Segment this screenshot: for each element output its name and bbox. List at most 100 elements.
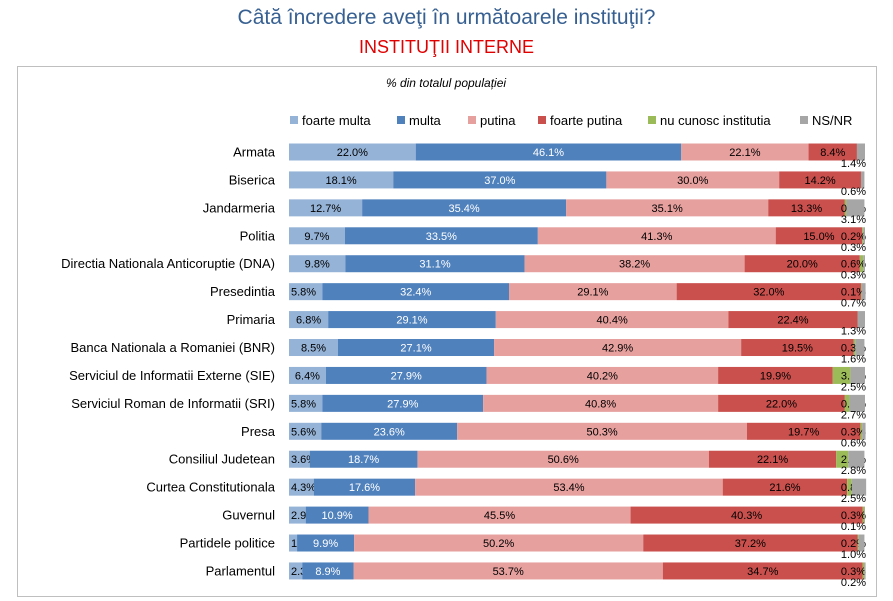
- bar-segment: [524, 255, 745, 273]
- bar-segment: [728, 311, 858, 329]
- data-label: 8.5%: [301, 343, 326, 355]
- data-label: 5.6%: [291, 426, 316, 438]
- data-label: 50.2%: [483, 538, 514, 550]
- bar-segment: [863, 227, 865, 245]
- chart-subtitle: INSTITUŢII INTERNE: [359, 37, 534, 57]
- category-label: Primaria: [227, 312, 276, 327]
- data-label: 0.1%: [841, 287, 866, 299]
- bar-segment: [864, 562, 866, 580]
- bar-segment: [289, 478, 314, 496]
- data-label: 40.4%: [597, 315, 628, 327]
- data-label: 37.2%: [735, 538, 766, 550]
- bar-segment: [775, 227, 863, 245]
- data-label: 17.6%: [349, 482, 380, 494]
- bar-segment: [844, 394, 850, 412]
- category-label: Parlamentul: [206, 563, 275, 578]
- data-label: 23.6%: [374, 426, 405, 438]
- bar-segment: [862, 227, 864, 245]
- category-label: Jandarmeria: [203, 200, 276, 215]
- bar-segment: [855, 339, 865, 357]
- data-label: 0.3%: [841, 566, 866, 578]
- data-label: 14.2%: [804, 175, 835, 187]
- data-label: 10.9%: [321, 510, 352, 522]
- data-label: 42.9%: [602, 343, 633, 355]
- data-label: 0.2%: [841, 231, 866, 243]
- data-label: 22.1%: [757, 454, 788, 466]
- data-label: 2.8%: [841, 465, 866, 477]
- data-label: 0.6%: [841, 437, 866, 449]
- bar-segment: [345, 255, 525, 273]
- data-label: 32.0%: [753, 287, 784, 299]
- category-label: Presa: [241, 424, 276, 439]
- bar-segment: [495, 311, 729, 329]
- bar-segment: [344, 227, 538, 245]
- data-label: 45.5%: [484, 510, 515, 522]
- bar-segment: [289, 199, 363, 217]
- data-label: 40.3%: [731, 510, 762, 522]
- legend-label: multa: [409, 113, 442, 128]
- bar-segment: [846, 199, 865, 217]
- data-label: 19.9%: [760, 370, 791, 382]
- data-label: 0.7%: [841, 298, 866, 310]
- category-label: Serviciul de Informatii Externe (SIE): [69, 368, 275, 383]
- data-label: 2.7%: [841, 409, 866, 421]
- data-label: 29.1%: [577, 287, 608, 299]
- bar-segment: [417, 450, 709, 468]
- bar-segment: [850, 366, 865, 384]
- bar-segment: [322, 394, 484, 412]
- bar-segment: [744, 255, 860, 273]
- category-label: Guvernul: [222, 508, 275, 523]
- legend-swatch: [648, 116, 656, 124]
- chart-note: % din totalul populației: [386, 76, 506, 90]
- data-label: 29.1%: [396, 315, 427, 327]
- bar-segment: [844, 199, 847, 217]
- data-label: 38.2%: [619, 259, 650, 271]
- bar-segment: [486, 366, 719, 384]
- data-label: 40.2%: [587, 370, 618, 382]
- bar-segment: [858, 534, 865, 552]
- bar-segment: [289, 562, 303, 580]
- legend-label: foarte multa: [302, 113, 371, 128]
- bar-segment: [415, 478, 723, 496]
- data-label: 0.3%: [841, 270, 866, 282]
- data-label: 30.0%: [677, 175, 708, 187]
- bar-segment: [321, 422, 458, 440]
- data-label: 9.8%: [305, 259, 330, 271]
- data-label: 32.4%: [400, 287, 431, 299]
- data-label: 12.7%: [310, 203, 341, 215]
- legend-label: nu cunosc institutia: [660, 113, 771, 128]
- bar-segment: [325, 366, 487, 384]
- bar-segment: [863, 255, 865, 273]
- legend-label: foarte putina: [550, 113, 623, 128]
- bar-segment: [566, 199, 769, 217]
- bar-segment: [849, 394, 865, 412]
- bar-segment: [494, 339, 742, 357]
- legend-swatch: [397, 116, 405, 124]
- bar-segment: [857, 311, 865, 329]
- data-label: 41.3%: [641, 231, 672, 243]
- category-label: Politia: [240, 228, 276, 243]
- data-label: 53.7%: [493, 566, 524, 578]
- bar-segment: [746, 422, 861, 440]
- bar-segment: [853, 339, 856, 357]
- data-label: 9.9%: [313, 538, 338, 550]
- data-label: 1.4%: [841, 158, 866, 170]
- bar-segment: [676, 283, 861, 301]
- legend-swatch: [290, 116, 298, 124]
- bar-segment: [362, 199, 567, 217]
- category-label: Directia Nationala Anticoruptie (DNA): [61, 256, 275, 271]
- data-label: 40.8%: [585, 398, 616, 410]
- bar-segment: [862, 562, 865, 580]
- bar-segment: [289, 171, 394, 189]
- bar-segment: [354, 534, 644, 552]
- data-label: 4.3%: [291, 482, 316, 494]
- bar-segment: [718, 366, 833, 384]
- bar-segment: [393, 171, 607, 189]
- bar-segment: [368, 506, 631, 524]
- bar-segment: [681, 143, 809, 161]
- data-label: 19.5%: [782, 343, 813, 355]
- bar-segment: [289, 283, 323, 301]
- data-label: 22.0%: [766, 398, 797, 410]
- data-label: 33.5%: [426, 231, 457, 243]
- bar-segment: [722, 478, 848, 496]
